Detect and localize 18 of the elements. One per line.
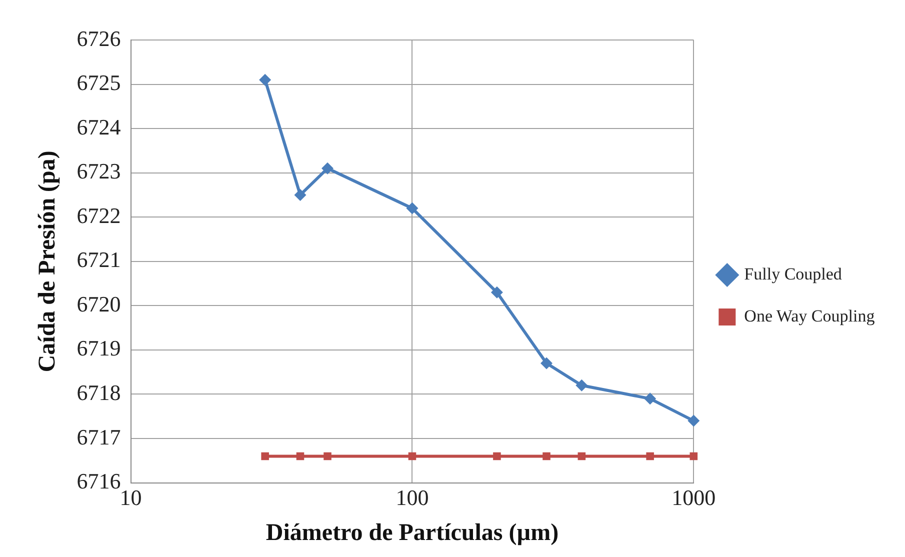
y-tick-label: 6723 xyxy=(76,158,121,184)
y-tick-label: 6720 xyxy=(76,291,121,316)
y-tick-label: 6717 xyxy=(76,424,121,450)
legend-label: One Way Coupling xyxy=(744,306,876,326)
y-tick-label: 6721 xyxy=(76,247,121,272)
y-tick-label: 6719 xyxy=(76,336,121,361)
y-axis-title: Caída de Presión (pa) xyxy=(34,150,61,372)
y-tick-label: 6726 xyxy=(76,26,121,51)
x-tick-label: 100 xyxy=(396,484,429,510)
y-tick-label: 6716 xyxy=(76,468,121,494)
x-tick-label: 10 xyxy=(120,484,142,510)
legend-label: Fully Coupled xyxy=(744,264,842,284)
y-tick-label: 6725 xyxy=(76,70,121,96)
y-tick-label: 6718 xyxy=(76,380,121,406)
x-axis-title: Diámetro de Partículas (µm) xyxy=(266,520,559,546)
y-tick-label: 6724 xyxy=(76,114,121,140)
x-tick-label: 1000 xyxy=(672,484,716,510)
y-tick-label: 6722 xyxy=(76,202,121,228)
